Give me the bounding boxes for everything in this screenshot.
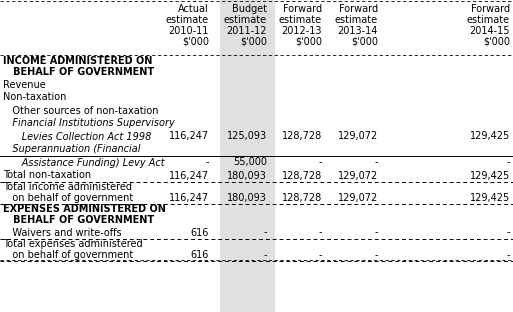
- Text: 180,093: 180,093: [227, 170, 267, 181]
- Text: 129,072: 129,072: [338, 170, 378, 181]
- Text: -: -: [506, 227, 510, 237]
- Text: 128,728: 128,728: [282, 131, 322, 142]
- Text: $'000: $'000: [483, 37, 510, 47]
- Text: $'000: $'000: [295, 37, 322, 47]
- Text: $'000: $'000: [351, 37, 378, 47]
- Text: Other sources of non-taxation: Other sources of non-taxation: [3, 105, 159, 115]
- Text: Waivers and write-offs: Waivers and write-offs: [3, 227, 122, 237]
- Text: Total income administered: Total income administered: [3, 182, 132, 192]
- Text: Actual: Actual: [178, 4, 209, 14]
- Text: Financial Institutions Supervisory: Financial Institutions Supervisory: [3, 119, 175, 129]
- Text: 116,247: 116,247: [169, 170, 209, 181]
- Text: 128,728: 128,728: [282, 193, 322, 203]
- Text: on behalf of government: on behalf of government: [3, 193, 133, 203]
- Text: 55,000: 55,000: [233, 158, 267, 168]
- Text: -: -: [374, 250, 378, 260]
- Text: Levies Collection Act 1998: Levies Collection Act 1998: [3, 131, 151, 142]
- Text: -: -: [319, 250, 322, 260]
- Text: Assistance Funding) Levy Act: Assistance Funding) Levy Act: [3, 158, 165, 168]
- Text: Revenue: Revenue: [3, 80, 46, 90]
- Text: 616: 616: [191, 250, 209, 260]
- Text: -: -: [506, 158, 510, 168]
- Text: 116,247: 116,247: [169, 193, 209, 203]
- Text: 129,425: 129,425: [470, 131, 510, 142]
- Text: 128,728: 128,728: [282, 170, 322, 181]
- Text: -: -: [264, 250, 267, 260]
- Text: BEHALF OF GOVERNMENT: BEHALF OF GOVERNMENT: [3, 215, 154, 225]
- Text: 2013-14: 2013-14: [338, 26, 378, 36]
- Text: INCOME ADMINISTERED ON: INCOME ADMINISTERED ON: [3, 56, 152, 66]
- Text: Total expenses administered: Total expenses administered: [3, 239, 143, 249]
- Text: -: -: [206, 158, 209, 168]
- Text: Total non-taxation: Total non-taxation: [3, 170, 91, 181]
- Text: 2010-11: 2010-11: [169, 26, 209, 36]
- Text: $'000: $'000: [240, 37, 267, 47]
- Text: on behalf of government: on behalf of government: [3, 250, 133, 260]
- Text: 129,425: 129,425: [470, 170, 510, 181]
- Text: -: -: [264, 227, 267, 237]
- Text: Superannuation (Financial: Superannuation (Financial: [3, 144, 141, 154]
- Text: estimate: estimate: [467, 15, 510, 25]
- Text: estimate: estimate: [335, 15, 378, 25]
- Text: 116,247: 116,247: [169, 131, 209, 142]
- Text: 616: 616: [191, 227, 209, 237]
- Text: EXPENSES ADMINISTERED ON: EXPENSES ADMINISTERED ON: [3, 204, 166, 214]
- Text: 2011-12: 2011-12: [227, 26, 267, 36]
- Text: estimate: estimate: [166, 15, 209, 25]
- Text: -: -: [374, 158, 378, 168]
- Text: Budget: Budget: [232, 4, 267, 14]
- Text: 2012-13: 2012-13: [282, 26, 322, 36]
- Text: 2014-15: 2014-15: [469, 26, 510, 36]
- Text: -: -: [506, 250, 510, 260]
- Text: Forward: Forward: [283, 4, 322, 14]
- Text: Forward: Forward: [339, 4, 378, 14]
- Text: 125,093: 125,093: [227, 131, 267, 142]
- Text: Forward: Forward: [471, 4, 510, 14]
- Text: $'000: $'000: [182, 37, 209, 47]
- Text: -: -: [374, 227, 378, 237]
- Text: -: -: [319, 227, 322, 237]
- Text: -: -: [319, 158, 322, 168]
- Bar: [220, 0, 275, 312]
- Text: estimate: estimate: [279, 15, 322, 25]
- Text: 180,093: 180,093: [227, 193, 267, 203]
- Text: Non-taxation: Non-taxation: [3, 92, 66, 103]
- Text: estimate: estimate: [224, 15, 267, 25]
- Text: 129,425: 129,425: [470, 193, 510, 203]
- Text: 129,072: 129,072: [338, 131, 378, 142]
- Text: BEHALF OF GOVERNMENT: BEHALF OF GOVERNMENT: [3, 67, 154, 77]
- Text: 129,072: 129,072: [338, 193, 378, 203]
